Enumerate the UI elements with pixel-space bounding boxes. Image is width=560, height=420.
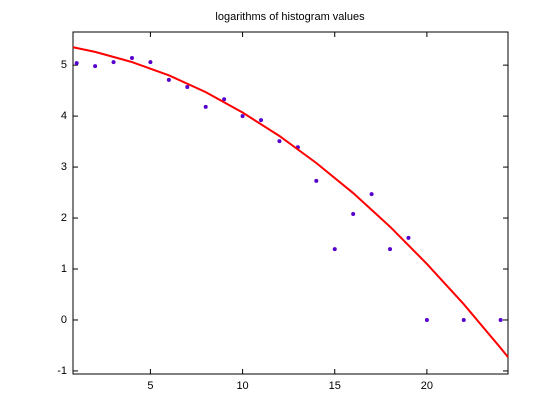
y-tick-label: 2	[61, 212, 67, 224]
point	[277, 139, 282, 144]
point	[129, 55, 134, 60]
point	[406, 235, 411, 240]
point	[424, 317, 429, 322]
point	[240, 114, 245, 119]
point	[259, 118, 264, 123]
x-tick-label: 20	[421, 380, 433, 392]
point	[111, 60, 116, 65]
point	[461, 317, 466, 322]
y-tick-label: 5	[61, 59, 67, 71]
y-tick-label: 3	[61, 161, 67, 173]
point	[148, 60, 153, 65]
point	[351, 211, 356, 216]
point	[332, 247, 337, 252]
point	[388, 247, 393, 252]
point	[498, 317, 503, 322]
point	[185, 85, 190, 90]
fit-line	[72, 46, 509, 358]
y-tick-label: 1	[61, 263, 67, 275]
point	[222, 97, 227, 102]
point	[314, 178, 319, 183]
point	[203, 104, 208, 109]
y-tick-label: 4	[61, 110, 67, 122]
point	[166, 77, 171, 82]
point	[74, 61, 79, 66]
x-tick-label: 15	[329, 380, 341, 392]
point	[369, 192, 374, 197]
x-tick-label: 5	[147, 380, 153, 392]
plot-area	[72, 31, 509, 375]
chart-title: logarithms of histogram values	[215, 11, 365, 23]
point	[93, 64, 98, 69]
y-tick-label: -1	[57, 365, 67, 377]
y-tick-label: 0	[61, 314, 67, 326]
x-tick-label: 10	[236, 380, 248, 392]
